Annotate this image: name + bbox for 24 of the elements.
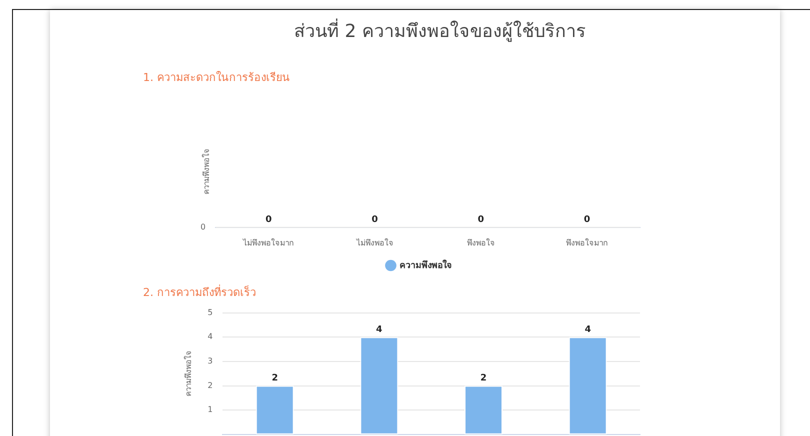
- category-label: พึงพอใจมาก: [566, 238, 608, 248]
- legend-label: ความพึงพอใจ: [399, 258, 452, 271]
- y-tick-label: 4: [208, 332, 213, 342]
- data-label: 0: [584, 215, 590, 226]
- data-label: 0: [372, 215, 378, 226]
- data-label: 0: [266, 215, 272, 226]
- category-label: พึงพอใจ: [466, 238, 495, 248]
- text: 1. ความสะดวกในการร้องเรียน: [143, 70, 290, 86]
- category-label: ไม่พึงพอใจ: [355, 238, 394, 248]
- category-label: ไม่พึงพอใจมาก: [242, 238, 294, 248]
- y-tick-label: 5: [208, 308, 213, 317]
- text: ความพึงพอใจ: [202, 148, 211, 195]
- text: 0: [200, 222, 206, 232]
- data-label: 4: [584, 324, 591, 335]
- text: ส่วนที่ 2 ความพึงพอใจของผู้ใช้บริการ: [293, 18, 587, 44]
- data-label: 0: [478, 215, 484, 226]
- data-label: 2: [272, 374, 278, 384]
- data-label: 4: [376, 324, 382, 335]
- y-axis-title: ความพึงพอใจ: [184, 350, 193, 397]
- y-tick-label: 2: [208, 380, 213, 390]
- y-tick-label: 3: [208, 356, 213, 366]
- data-label: 2: [480, 374, 487, 384]
- chart-title: 2. การความถึงที่รวดเร็ว: [143, 284, 257, 301]
- y-tick-label: 1: [208, 405, 213, 414]
